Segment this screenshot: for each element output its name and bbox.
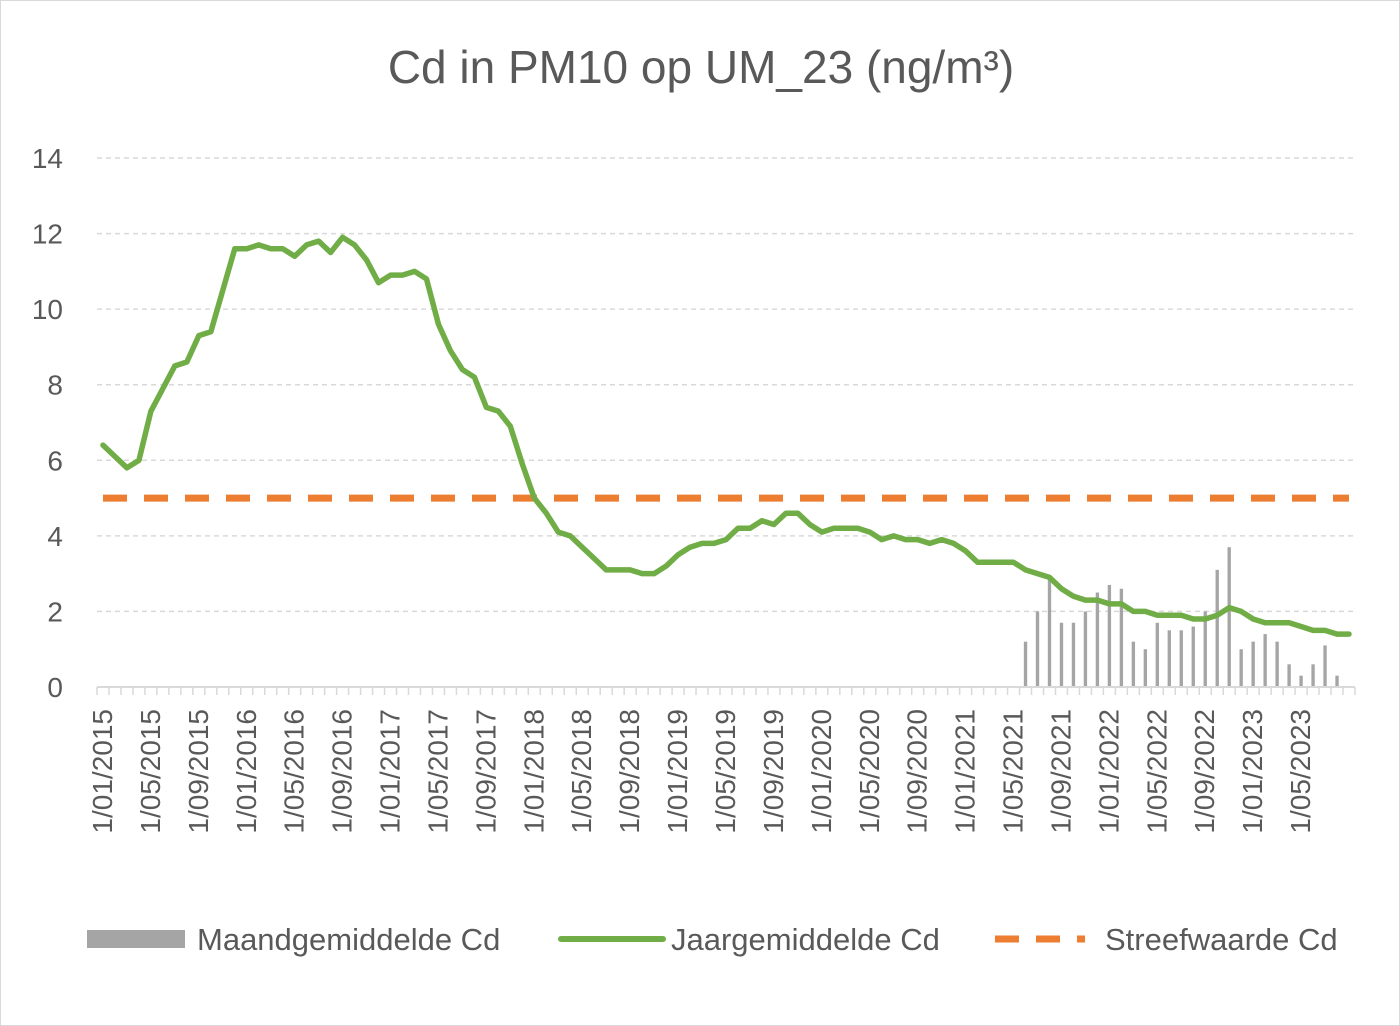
legend: Maandgemiddelde Cd Jaargemiddelde Cd Stree…: [87, 922, 1338, 957]
x-tick-label: 1/05/2023: [1285, 709, 1316, 834]
monthly-bar: [1155, 622, 1159, 687]
monthly-bar: [1227, 547, 1231, 687]
monthly-bar: [1287, 664, 1291, 687]
monthly-bar: [1071, 622, 1076, 687]
x-tick-label: 1/05/2016: [279, 709, 310, 834]
x-tick-label: 1/05/2015: [135, 709, 166, 834]
x-tick-label: 1/01/2022: [1093, 709, 1124, 834]
x-tick-label: 1/09/2015: [183, 709, 214, 834]
monthly-bar: [1299, 675, 1303, 687]
monthly-bar: [1095, 592, 1100, 687]
x-tick-label: 1/01/2018: [518, 709, 549, 834]
monthly-bar: [1275, 641, 1279, 687]
x-tick-label: 1/09/2018: [614, 709, 645, 834]
monthly-bar: [1035, 611, 1040, 687]
x-tick-label: 1/05/2019: [710, 709, 741, 834]
x-tick-label: 1/05/2021: [998, 709, 1029, 834]
x-tick-label: 1/09/2022: [1189, 709, 1220, 834]
monthly-bar: [1131, 641, 1136, 687]
monthly-bar: [1239, 649, 1243, 687]
x-tick-label: 1/01/2020: [806, 709, 837, 834]
x-axis: 1/01/2015 1/05/2015 1/09/2015 1/01/2016 1/05…: [87, 686, 1356, 834]
x-tick-label: 1/01/2019: [662, 709, 693, 834]
monthly-bar: [1047, 577, 1052, 687]
monthly-bar: [1107, 584, 1112, 687]
monthly-bar: [1059, 622, 1064, 687]
monthly-bar: [1191, 626, 1195, 687]
annual-line-path: [100, 234, 1352, 637]
legend-label-annual: Jaargemiddelde Cd: [671, 922, 940, 957]
monthly-bar: [1311, 664, 1315, 687]
legend-label-target: Streefwaarde Cd: [1105, 922, 1338, 957]
x-tick-label: 1/05/2018: [566, 709, 597, 834]
monthly-bar: [1023, 641, 1028, 687]
x-tick-label: 1/01/2015: [87, 709, 118, 834]
x-tick-label: 1/01/2021: [950, 709, 981, 834]
x-tick-label: 1/05/2022: [1141, 709, 1172, 834]
y-tick-label: 8: [47, 370, 63, 401]
x-tick-label: 1/09/2020: [902, 709, 933, 834]
y-tick-label: 14: [32, 143, 63, 174]
y-tick-label: 4: [47, 521, 63, 552]
x-tick-label: 1/09/2019: [758, 709, 789, 834]
monthly-bar: [1263, 634, 1267, 687]
y-tick-label: 6: [47, 445, 63, 476]
x-tick-label: 1/09/2017: [470, 709, 501, 834]
chart-title: Cd in PM10 op UM_23 (ng/m³): [388, 41, 1014, 93]
monthly-bar: [1215, 569, 1219, 687]
monthly-bar: [1119, 588, 1124, 687]
monthly-bar: [1251, 641, 1255, 687]
monthly-bar: [1203, 611, 1207, 687]
x-tick-label: 1/05/2020: [854, 709, 885, 834]
monthly-bar: [1323, 645, 1327, 687]
monthly-bar: [1143, 649, 1148, 687]
monthly-bar: [1179, 630, 1183, 687]
monthly-bar: [1335, 675, 1339, 687]
y-tick-label: 0: [47, 672, 63, 703]
monthly-bars: [1023, 547, 1339, 687]
y-tick-label: 10: [32, 294, 63, 325]
y-axis-ticks: 0 2 4 6 8 10 12 14: [32, 143, 63, 703]
x-tick-label: 1/01/2016: [231, 709, 262, 834]
monthly-bar: [1167, 630, 1171, 687]
gridlines: [97, 157, 1355, 613]
annual-line: [100, 234, 1352, 637]
x-tick-label: 1/01/2017: [375, 709, 406, 834]
x-tick-label: 1/09/2021: [1045, 709, 1076, 834]
monthly-bar: [1083, 611, 1088, 687]
x-tick-label: 1/01/2023: [1237, 709, 1268, 834]
y-tick-label: 12: [32, 219, 63, 250]
legend-swatch-monthly: [87, 930, 185, 948]
y-tick-label: 2: [47, 596, 63, 627]
x-tick-label: 1/05/2017: [422, 709, 453, 834]
x-tick-label: 1/09/2016: [327, 709, 358, 834]
legend-label-monthly: Maandgemiddelde Cd: [197, 922, 500, 957]
